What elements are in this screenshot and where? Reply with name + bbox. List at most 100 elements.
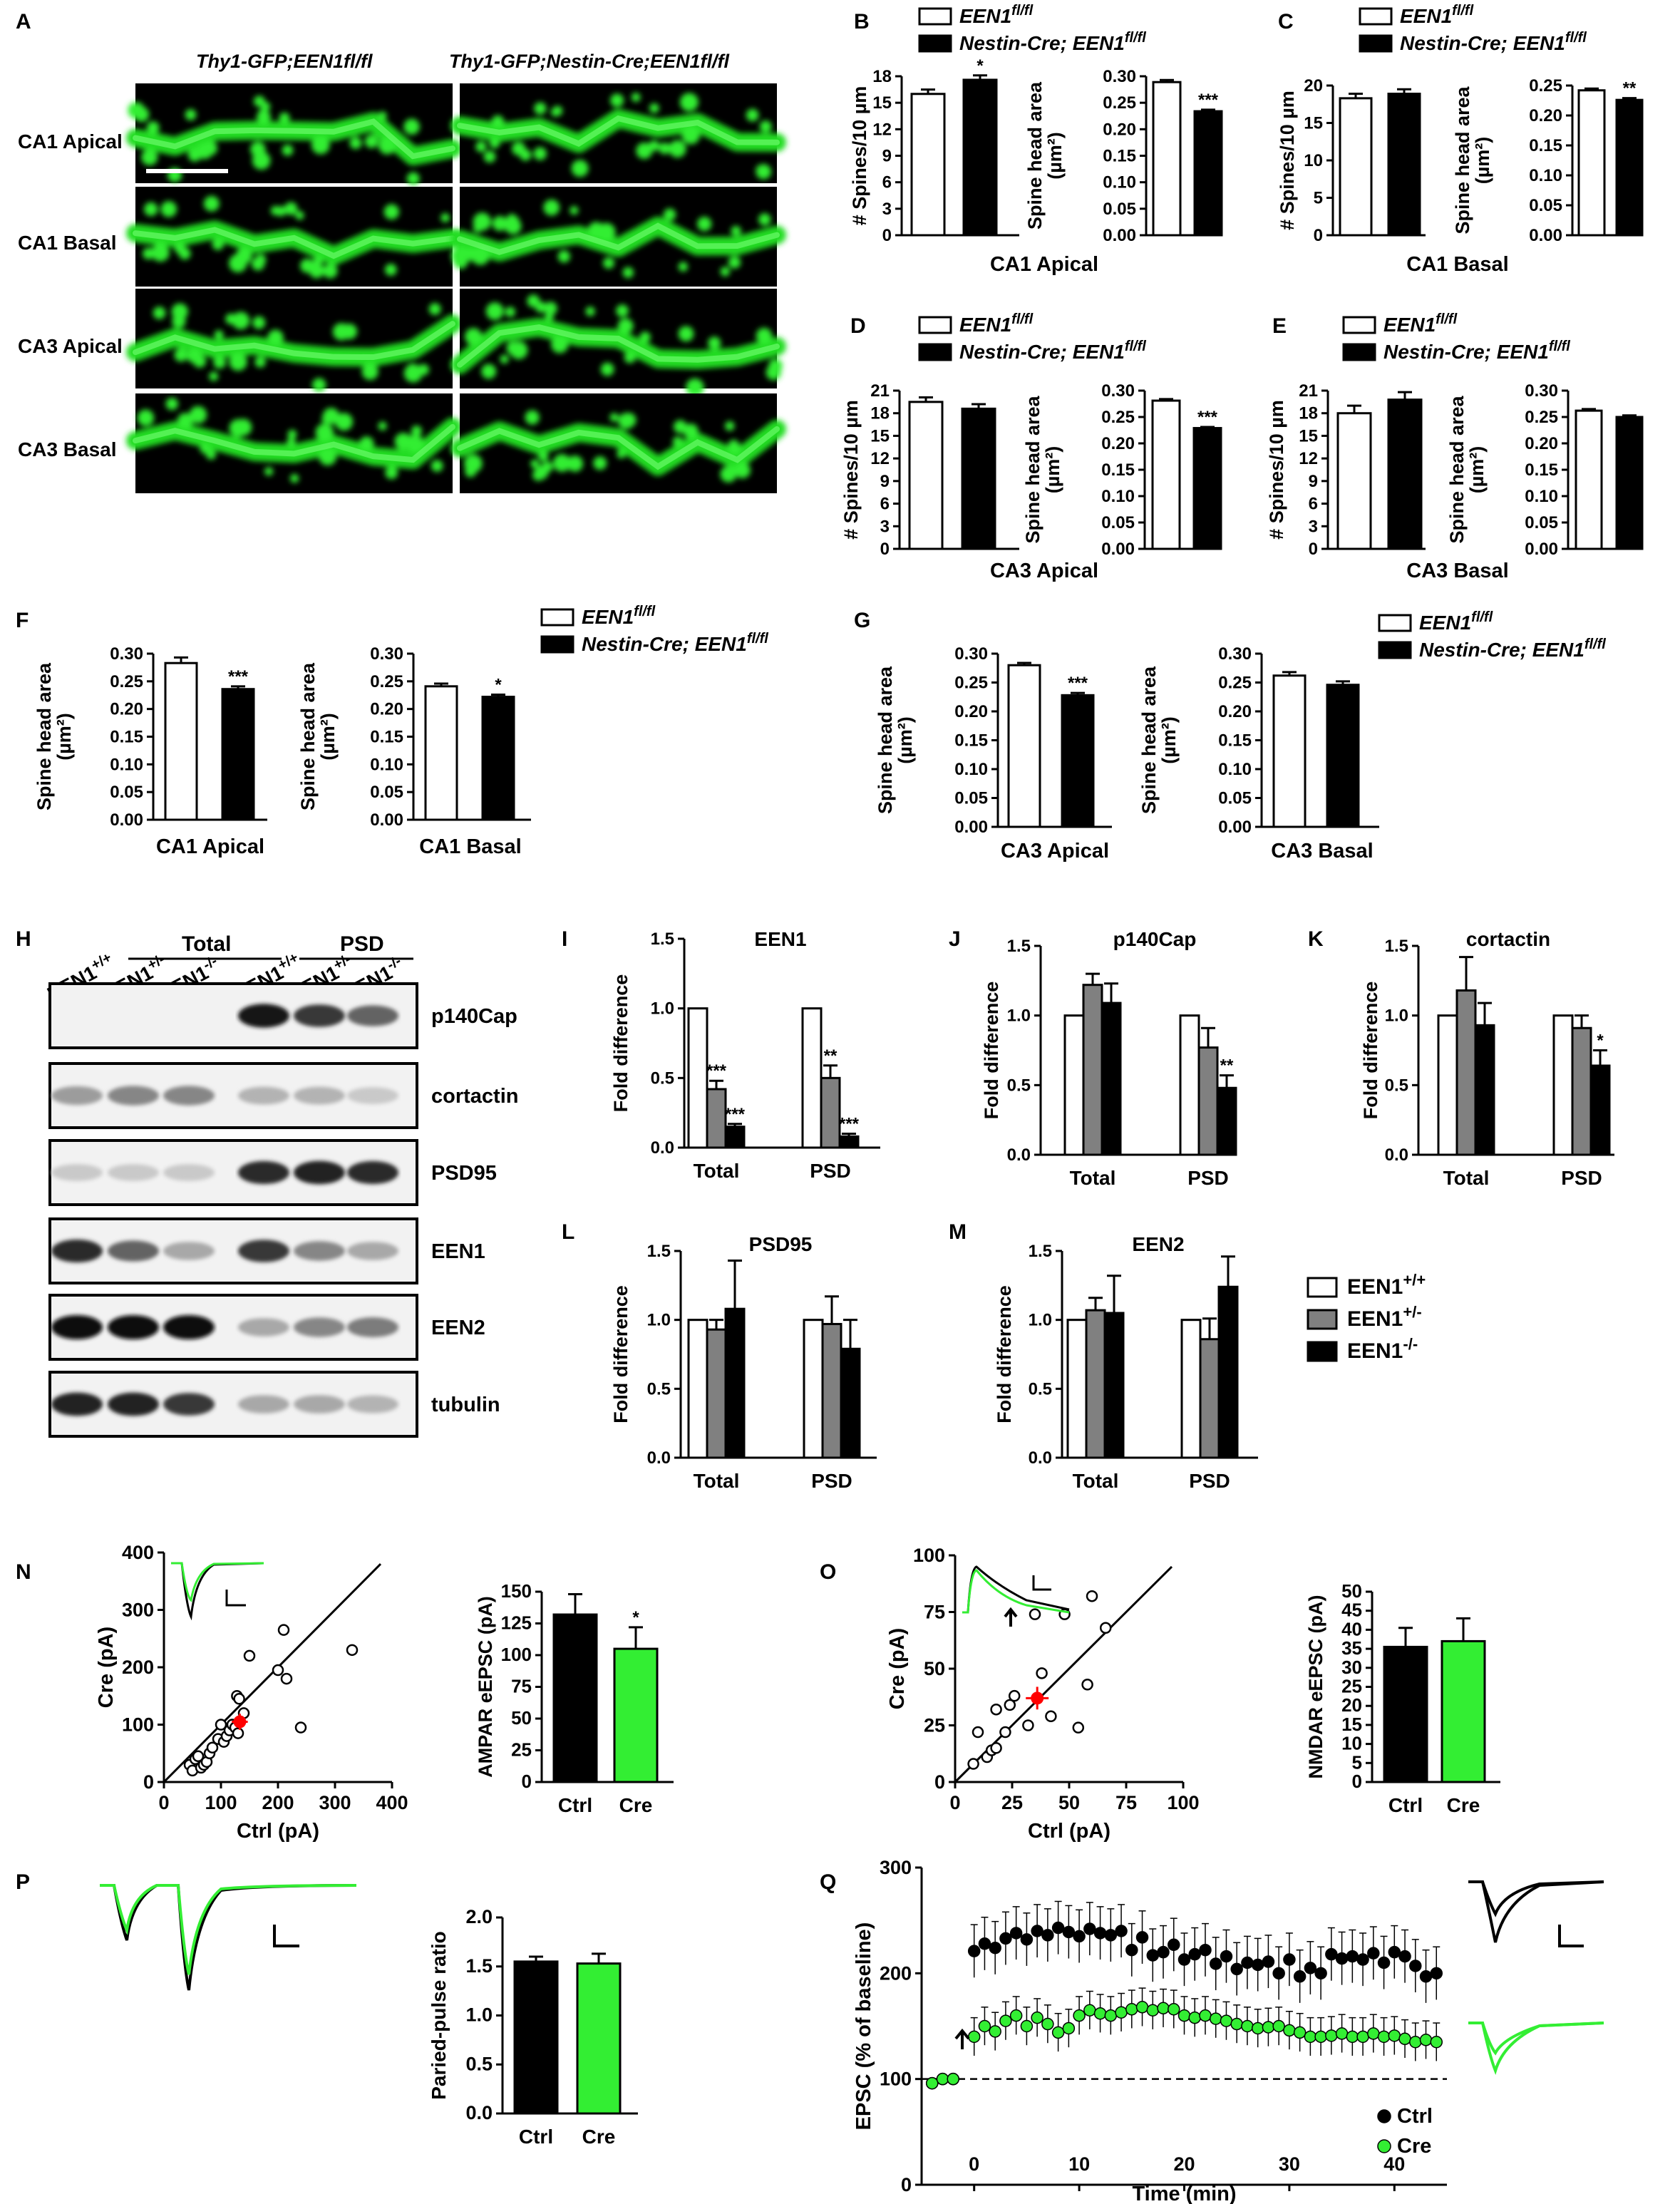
significance-label: ***: [1068, 674, 1088, 693]
data-point: [1346, 2030, 1359, 2044]
scatter-point: [272, 1664, 284, 1677]
blot-band: [238, 1004, 289, 1028]
spine: [341, 324, 358, 340]
legend-label-cre: Nestin-Cre; EEN1fl/fl: [959, 339, 1146, 363]
data-point: [1177, 2009, 1191, 2022]
spine: [176, 310, 185, 319]
legend-swatch-control: [918, 7, 952, 26]
y-tick-label: 50: [1341, 1580, 1362, 1602]
bar: [1085, 1309, 1106, 1459]
bar: [1383, 1645, 1428, 1783]
data-point: [1051, 1921, 1065, 1935]
blot-band: [294, 1241, 345, 1261]
legend-swatch-cre: [540, 635, 574, 654]
blot-band: [51, 1315, 103, 1339]
mean-point: [233, 1715, 247, 1729]
spine: [229, 419, 247, 438]
x-tick-label: Ctrl: [1388, 1794, 1423, 1816]
y-tick-label: 100: [501, 1644, 532, 1665]
significance-label: ***: [725, 1105, 746, 1124]
x-tick-label: Total: [1070, 1167, 1116, 1189]
data-point: [1346, 1950, 1359, 1963]
y-tick-label: 0.5: [1385, 1076, 1408, 1095]
spine: [264, 467, 274, 476]
y-axis-label: Paried-pulse ratio: [428, 1931, 450, 2100]
spine: [734, 462, 751, 479]
blot-band: [238, 1160, 289, 1185]
data-point: [1293, 1970, 1307, 1983]
y-tick-label: 0.05: [370, 783, 403, 802]
y-tick-label: 0.15: [1103, 147, 1136, 166]
y-tick-label: 0.05: [1525, 513, 1558, 532]
y-tick-label: 12: [1299, 449, 1318, 468]
blot-band: [294, 1317, 345, 1337]
y-tick-label: 6: [880, 495, 890, 514]
y-tick-label: 0.5: [651, 1068, 674, 1088]
legend-d: EEN1fl/fl Nestin-Cre; EEN1fl/fl: [918, 311, 1146, 363]
data-point: [925, 2076, 939, 2090]
spine: [287, 437, 296, 447]
x-tick-label: PSD: [1189, 1470, 1230, 1492]
data-point: [999, 1932, 1012, 1945]
bar: [1193, 110, 1223, 237]
x-tick-label: Ctrl: [558, 1794, 592, 1816]
y-axis-label: Fold difference: [981, 982, 1002, 1120]
data-point: [1220, 1950, 1233, 1963]
blot-band: [294, 1086, 345, 1105]
data-point: [1093, 1927, 1107, 1940]
y-tick-label: 0.5: [1029, 1379, 1052, 1399]
data-point: [978, 2019, 991, 2033]
bar: [687, 1007, 708, 1149]
spine-chart-C: 0.00 0.05 0.10 0.15 0.20 0.25 Spine head area(…: [1452, 76, 1644, 245]
panel-letter-n: N: [16, 1560, 31, 1584]
spine: [309, 263, 324, 279]
y-tick-label: 75: [924, 1602, 945, 1623]
y-tick-label: 0.25: [1103, 93, 1136, 113]
scatter-o: 0 25 50 75 100 0 25 50 75 100 Ctrl (pA) Cre (pA): [886, 1545, 1200, 1843]
data-point: [1356, 2030, 1369, 2044]
data-point: [1325, 2029, 1338, 2042]
micrograph-tile: [450, 83, 786, 183]
y-tick-label: 0.20: [1218, 702, 1252, 721]
bar: [1180, 1319, 1202, 1459]
y-tick-label: 0: [934, 1771, 945, 1793]
blot-band: [163, 1086, 215, 1106]
x-tick-label: Total: [694, 1470, 740, 1492]
y-axis-label: Spine head area: [1022, 395, 1043, 543]
dendrite-core: [133, 321, 455, 361]
spine: [144, 202, 158, 217]
micrograph-tile: [450, 187, 786, 287]
data-point: [1020, 1933, 1034, 1946]
legend-label-control: EEN1fl/fl: [1400, 3, 1474, 27]
y-tick-label: 0.10: [110, 755, 143, 774]
x-tick-label: 0: [969, 2153, 979, 2175]
panel-letter-a: A: [16, 10, 31, 34]
y-axis-label: (µm²): [1158, 716, 1180, 764]
y-tick-label: 0.15: [1525, 460, 1558, 480]
bar: [1152, 81, 1182, 237]
y-tick-label: 0.15: [1101, 460, 1135, 480]
blot-band: [347, 1087, 398, 1104]
legend-label: EEN1+/+: [1347, 1271, 1426, 1299]
blot-band: [108, 1240, 159, 1262]
x-tick-label: Ctrl: [519, 2126, 553, 2148]
scatter-point: [1004, 1699, 1016, 1711]
data-point: [1304, 2030, 1317, 2044]
spine: [673, 420, 687, 433]
blot-protein-label: cortactin: [431, 1085, 518, 1108]
y-tick-label: 0.25: [1525, 408, 1558, 427]
data-point: [1335, 2027, 1349, 2040]
significance-label: *: [495, 675, 502, 694]
y-tick-label: 100: [880, 2069, 912, 2090]
x-axis-label: CA1 Basal: [1406, 253, 1508, 276]
blot-protein-label: EEN2: [431, 1317, 485, 1339]
y-tick-label: 0.15: [954, 731, 988, 751]
spine: [758, 213, 771, 226]
spine: [725, 421, 735, 431]
y-tick-label: 0.00: [1525, 540, 1558, 559]
data-point: [1115, 2006, 1128, 2019]
x-axis-label: Ctrl (pA): [1028, 1820, 1110, 1843]
legend-swatch-control: [540, 608, 574, 627]
bar: [1199, 1338, 1220, 1459]
y-tick-label: 1.0: [651, 999, 674, 1019]
